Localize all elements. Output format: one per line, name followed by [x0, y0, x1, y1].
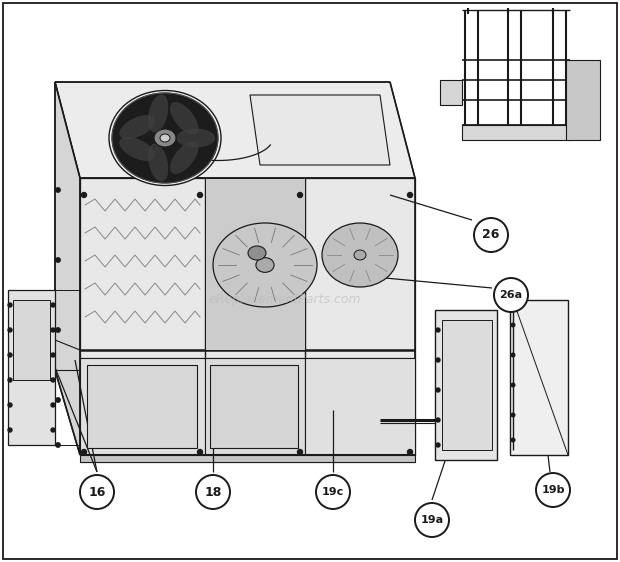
Circle shape	[196, 475, 230, 509]
Ellipse shape	[109, 90, 221, 185]
Circle shape	[512, 323, 515, 327]
Circle shape	[51, 403, 55, 407]
Circle shape	[436, 328, 440, 332]
Circle shape	[512, 438, 515, 442]
Text: 18: 18	[205, 486, 222, 498]
Ellipse shape	[256, 257, 274, 273]
Circle shape	[436, 388, 440, 392]
Circle shape	[51, 303, 55, 307]
Circle shape	[316, 475, 350, 509]
Text: 19c: 19c	[322, 487, 344, 497]
Circle shape	[298, 193, 303, 197]
Circle shape	[407, 193, 412, 197]
Polygon shape	[87, 365, 197, 448]
Ellipse shape	[354, 250, 366, 260]
Ellipse shape	[148, 95, 168, 132]
Circle shape	[81, 450, 87, 455]
Polygon shape	[462, 125, 570, 140]
Polygon shape	[205, 178, 305, 350]
Ellipse shape	[322, 223, 398, 287]
Ellipse shape	[148, 144, 168, 181]
Circle shape	[8, 353, 12, 357]
Ellipse shape	[170, 142, 198, 174]
Text: 16: 16	[88, 486, 105, 498]
Polygon shape	[205, 358, 305, 455]
Circle shape	[56, 398, 60, 402]
Circle shape	[436, 358, 440, 362]
Polygon shape	[55, 82, 80, 455]
Ellipse shape	[160, 134, 170, 142]
Circle shape	[8, 428, 12, 432]
Polygon shape	[566, 60, 600, 140]
Circle shape	[298, 450, 303, 455]
Ellipse shape	[213, 223, 317, 307]
Circle shape	[436, 418, 440, 422]
Polygon shape	[80, 178, 415, 455]
Circle shape	[512, 353, 515, 357]
Circle shape	[56, 188, 60, 192]
Ellipse shape	[112, 93, 218, 183]
Ellipse shape	[120, 137, 155, 161]
Text: 26: 26	[482, 229, 500, 242]
Circle shape	[80, 475, 114, 509]
Circle shape	[56, 258, 60, 262]
Circle shape	[56, 328, 60, 332]
Circle shape	[512, 413, 515, 417]
Circle shape	[51, 353, 55, 357]
Circle shape	[436, 443, 440, 447]
Text: eReplacementParts.com: eReplacementParts.com	[209, 293, 361, 306]
Polygon shape	[210, 365, 298, 448]
Text: 19a: 19a	[420, 515, 443, 525]
Circle shape	[56, 443, 60, 447]
Polygon shape	[510, 300, 568, 455]
Circle shape	[536, 473, 570, 507]
Polygon shape	[80, 358, 205, 455]
Ellipse shape	[154, 129, 176, 147]
Circle shape	[407, 450, 412, 455]
Circle shape	[8, 403, 12, 407]
Circle shape	[415, 503, 449, 537]
Circle shape	[512, 383, 515, 387]
Polygon shape	[435, 310, 497, 460]
Polygon shape	[442, 320, 492, 450]
Circle shape	[198, 450, 203, 455]
Text: 26a: 26a	[500, 290, 523, 300]
Circle shape	[8, 303, 12, 307]
Ellipse shape	[177, 129, 215, 147]
Polygon shape	[440, 80, 462, 105]
Circle shape	[8, 378, 12, 382]
Polygon shape	[305, 358, 415, 455]
Polygon shape	[13, 300, 50, 380]
Text: 19b: 19b	[541, 485, 565, 495]
Circle shape	[474, 218, 508, 252]
Ellipse shape	[170, 102, 198, 134]
Circle shape	[51, 428, 55, 432]
Circle shape	[8, 328, 12, 332]
Polygon shape	[250, 95, 390, 165]
Circle shape	[81, 193, 87, 197]
Circle shape	[51, 328, 55, 332]
Ellipse shape	[248, 246, 266, 260]
Polygon shape	[8, 290, 55, 445]
Circle shape	[494, 278, 528, 312]
Circle shape	[51, 378, 55, 382]
Ellipse shape	[120, 116, 155, 139]
Polygon shape	[80, 455, 415, 462]
Polygon shape	[55, 82, 415, 178]
Circle shape	[198, 193, 203, 197]
